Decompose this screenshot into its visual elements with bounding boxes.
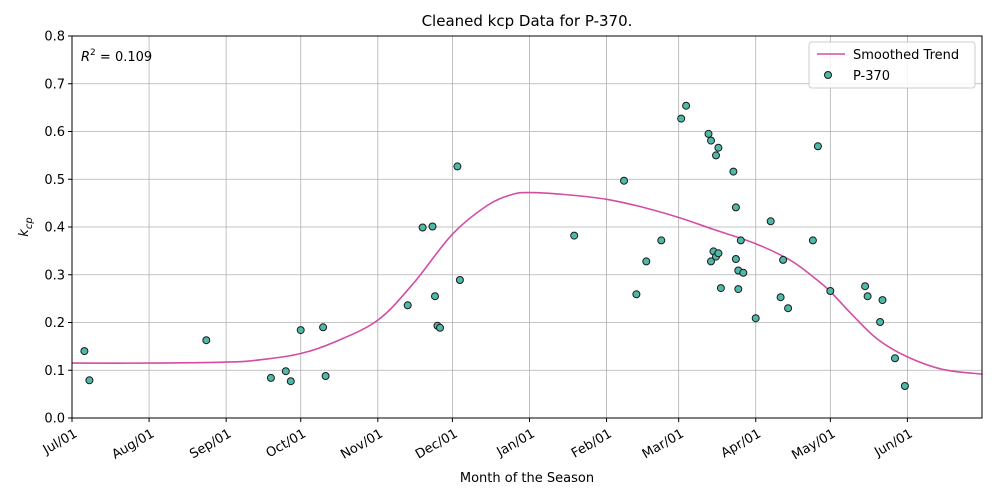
legend-points-swatch (824, 71, 832, 79)
legend-trend-label: Smoothed Trend (853, 48, 959, 63)
legend: Smoothed Trend P-370 (808, 41, 976, 89)
data-point (570, 231, 579, 240)
r-squared-annotation: R2 = 0.109 (81, 48, 152, 65)
x-axis-title: Month of the Season (460, 471, 594, 486)
data-point (321, 372, 330, 380)
data-point (418, 223, 427, 232)
data-point (428, 222, 437, 231)
trend-layer (71, 191, 983, 375)
data-point (707, 136, 715, 145)
y-tick-label: 0.6 (44, 125, 65, 140)
points-layer (80, 101, 909, 390)
y-tick-label: 0.8 (44, 30, 65, 45)
data-point (85, 376, 94, 385)
data-point (736, 236, 745, 245)
data-point (436, 323, 444, 332)
data-point (876, 318, 885, 326)
y-tick-label: 0.0 (44, 412, 65, 427)
data-point (900, 382, 909, 390)
y-axis-title: kcp (17, 217, 35, 236)
data-point (266, 373, 275, 382)
data-point (731, 203, 740, 212)
data-point (296, 326, 305, 335)
legend-points-label: P-370 (853, 69, 890, 84)
data-point (431, 292, 439, 301)
data-point (202, 336, 211, 345)
y-tick-label: 0.7 (44, 77, 65, 92)
data-point (281, 367, 290, 376)
data-point (878, 296, 887, 305)
data-point (808, 236, 817, 245)
data-point (776, 293, 785, 302)
y-tick-label: 0.3 (44, 268, 65, 283)
data-point (455, 276, 464, 284)
data-point (714, 249, 723, 258)
data-point (642, 257, 651, 266)
data-point (704, 129, 713, 138)
data-point (716, 284, 725, 293)
r-squared-value: = 0.109 (96, 50, 152, 65)
y-tick-label: 0.2 (44, 316, 65, 331)
chart-title: Cleaned kcp Data for P-370. (422, 12, 633, 30)
data-point (779, 255, 788, 264)
y-tick-label: 0.5 (44, 173, 65, 188)
r-squared-sup: 2 (90, 48, 96, 58)
smoothed-trend-line (71, 191, 983, 375)
data-point (731, 255, 740, 263)
data-point (734, 285, 743, 294)
data-point (453, 162, 462, 171)
y-tick-label: 0.4 (44, 221, 65, 236)
data-point (826, 287, 835, 295)
data-point (707, 257, 715, 266)
data-point (286, 377, 295, 386)
legend-box (808, 41, 976, 89)
data-point (677, 114, 686, 123)
y-axis-title-sub: cp (24, 217, 35, 229)
data-point (682, 101, 691, 110)
data-point (861, 282, 870, 291)
data-point (712, 151, 720, 160)
data-point (714, 143, 723, 152)
data-point (766, 217, 775, 226)
y-axis-ticks: 0.0 0.1 0.2 0.3 0.4 0.5 0.6 0.7 0.8 (44, 30, 72, 427)
data-point (739, 268, 748, 277)
data-point (80, 347, 89, 356)
data-point (632, 290, 641, 299)
data-point (891, 354, 899, 363)
data-point (657, 236, 666, 245)
y-axis-title-base: k (17, 229, 32, 237)
data-point (813, 142, 822, 151)
data-point (403, 301, 412, 310)
data-point (784, 304, 793, 313)
data-point (751, 314, 760, 323)
r-squared-base: R (81, 50, 90, 65)
data-point (863, 292, 872, 301)
data-point (729, 167, 738, 176)
y-tick-label: 0.1 (44, 364, 65, 379)
data-point (319, 323, 328, 332)
data-point (620, 176, 628, 185)
